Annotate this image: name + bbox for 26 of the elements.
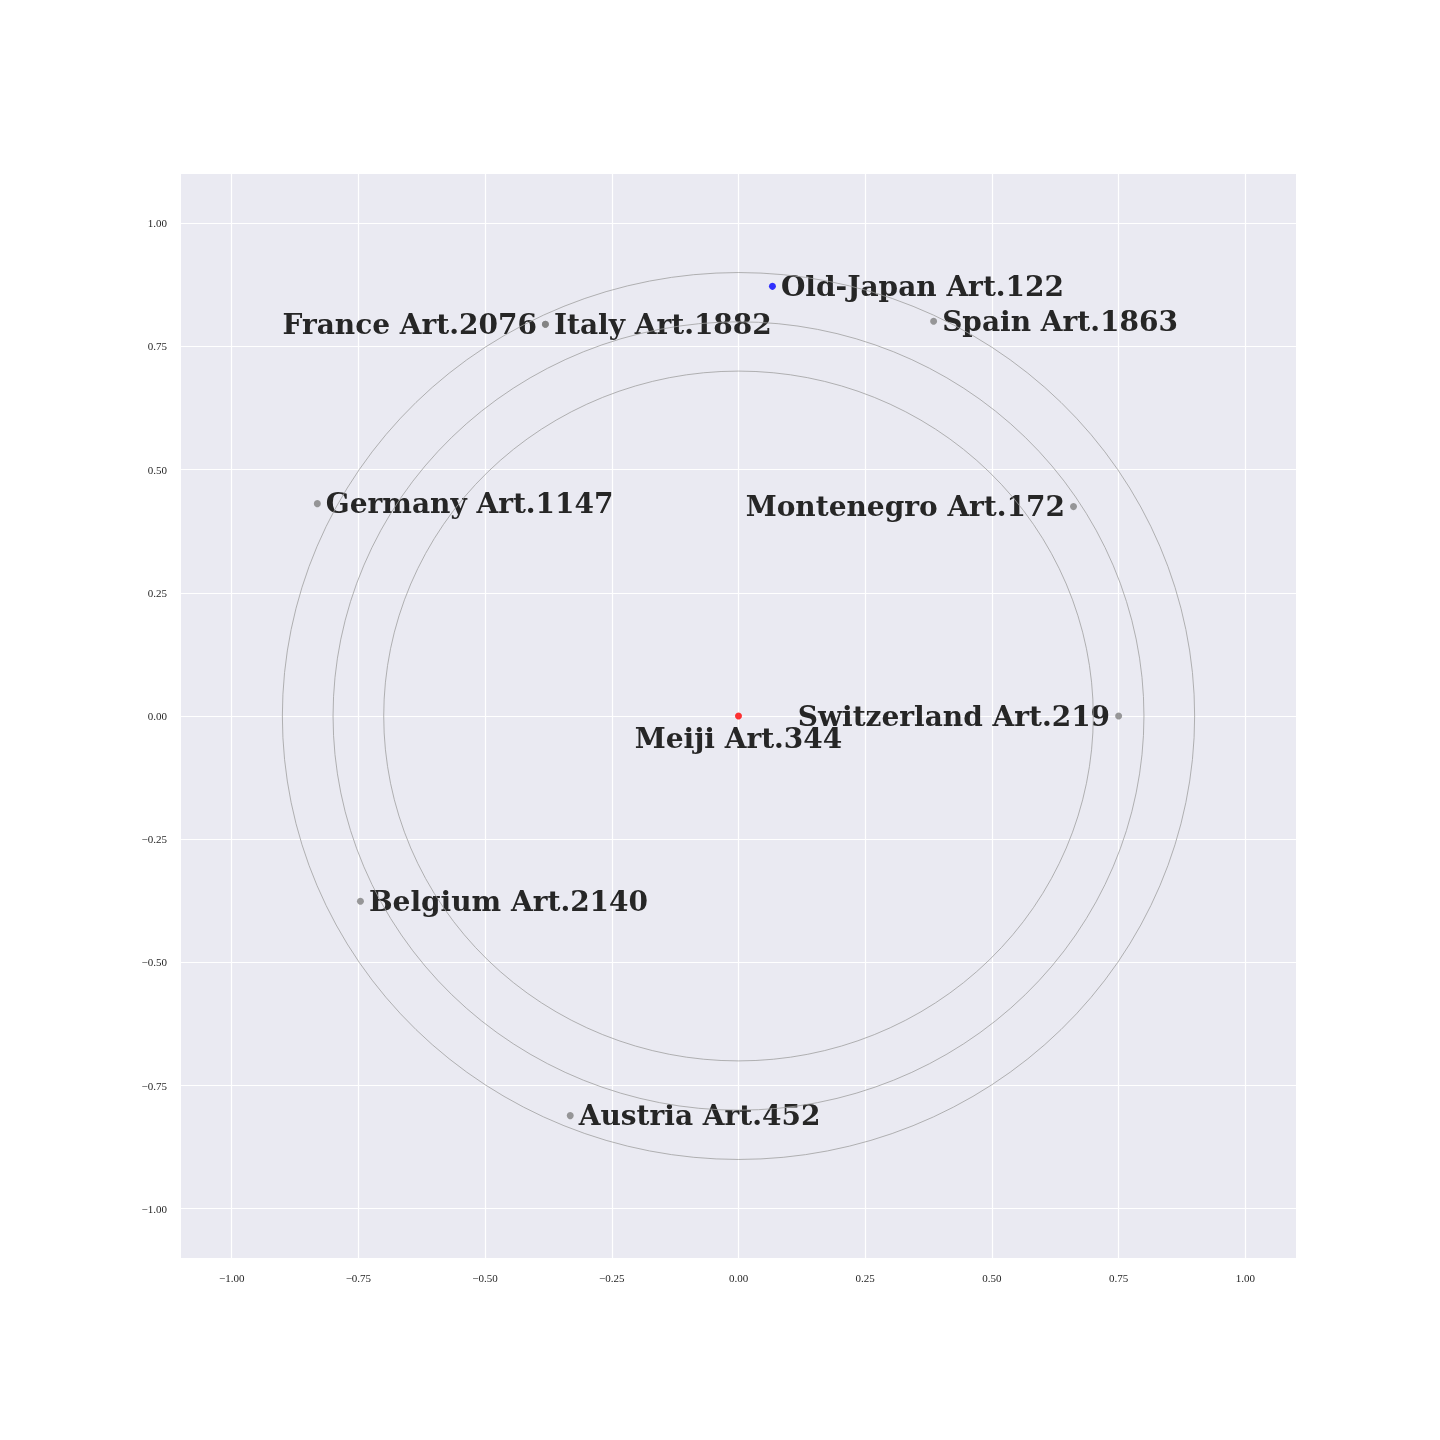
x-tick-label: 0.25	[855, 1271, 876, 1284]
y-tick-label: 1.00	[147, 217, 168, 230]
data-label: Old-Japan Art.122	[780, 269, 1065, 303]
x-tick-label: 1.00	[1235, 1271, 1256, 1284]
y-tick-label: −1.00	[141, 1202, 168, 1215]
y-tick-label: 0.50	[147, 463, 168, 476]
y-tick-label: 0.75	[147, 340, 168, 353]
y-tick-label: −0.50	[141, 956, 168, 969]
data-label: Spain Art.1863	[942, 304, 1178, 338]
data-label: Montenegro Art.172	[745, 490, 1066, 524]
x-tick-label: 0.50	[982, 1271, 1003, 1284]
data-label: Austria Art.452	[577, 1099, 821, 1133]
x-tick-label: 0.75	[1108, 1271, 1129, 1284]
x-tick-label: 0.00	[728, 1271, 749, 1284]
x-tick-label: −0.50	[472, 1271, 499, 1284]
x-tick-label: −0.75	[345, 1271, 372, 1284]
x-tick-label: −1.00	[218, 1271, 245, 1284]
y-tick-label: −0.75	[141, 1079, 168, 1092]
data-label: Germany Art.1147	[325, 487, 614, 521]
y-tick-label: 0.25	[147, 586, 168, 599]
y-tick-label: −0.25	[141, 833, 168, 846]
data-label: Belgium Art.2140	[368, 884, 649, 918]
data-label: France Art.2076	[282, 307, 537, 341]
x-tick-label: −0.25	[599, 1271, 626, 1284]
y-tick-label: 0.00	[147, 710, 168, 722]
data-label: Italy Art.1882	[553, 307, 772, 341]
